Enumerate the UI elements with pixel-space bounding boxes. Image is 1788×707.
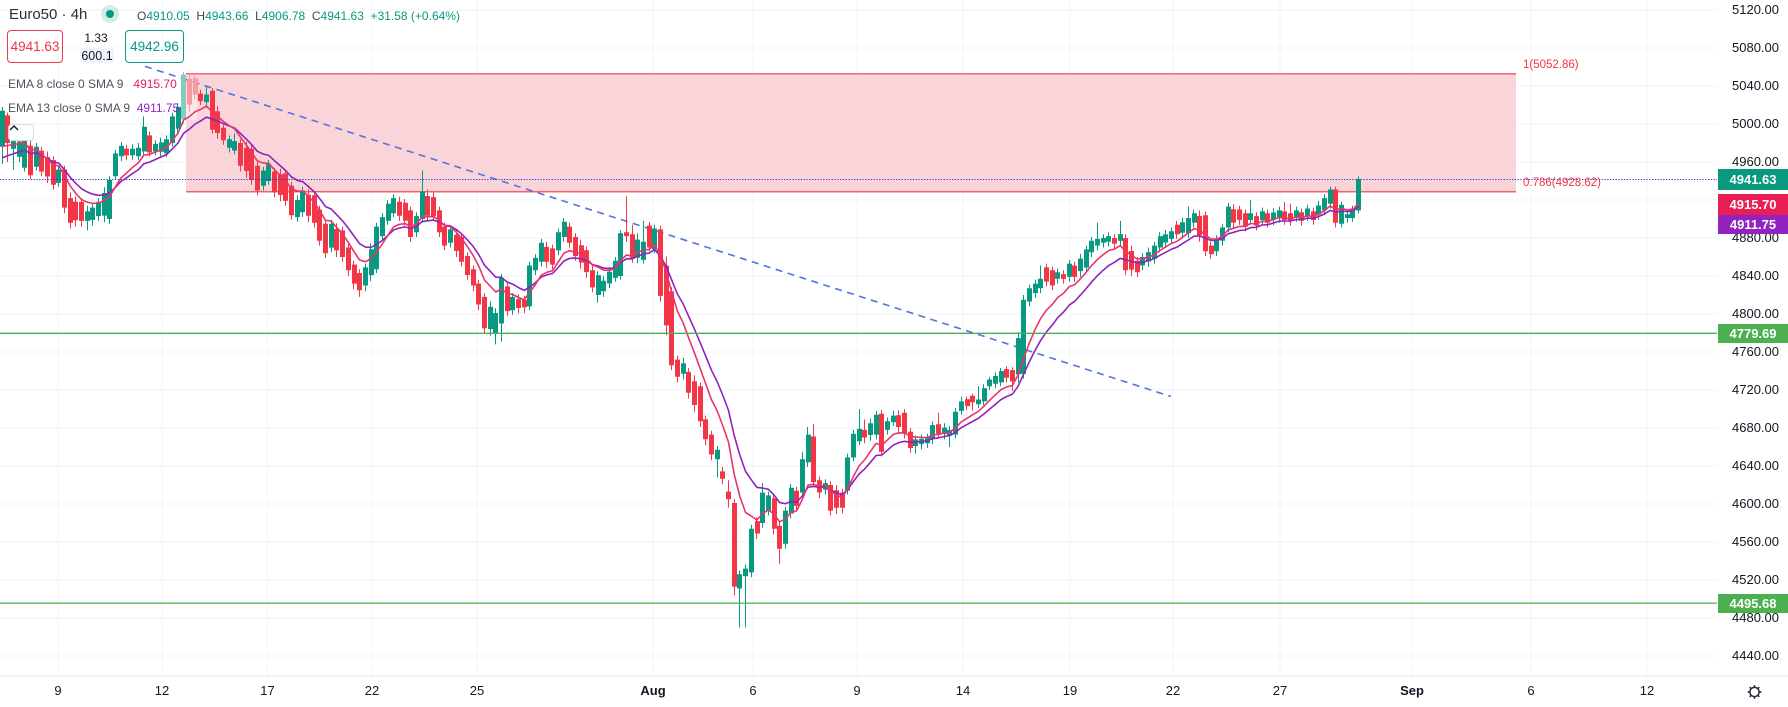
svg-text:0.786(4928.62): 0.786(4928.62): [1523, 177, 1601, 189]
svg-text:1(5052.86): 1(5052.86): [1523, 59, 1579, 71]
